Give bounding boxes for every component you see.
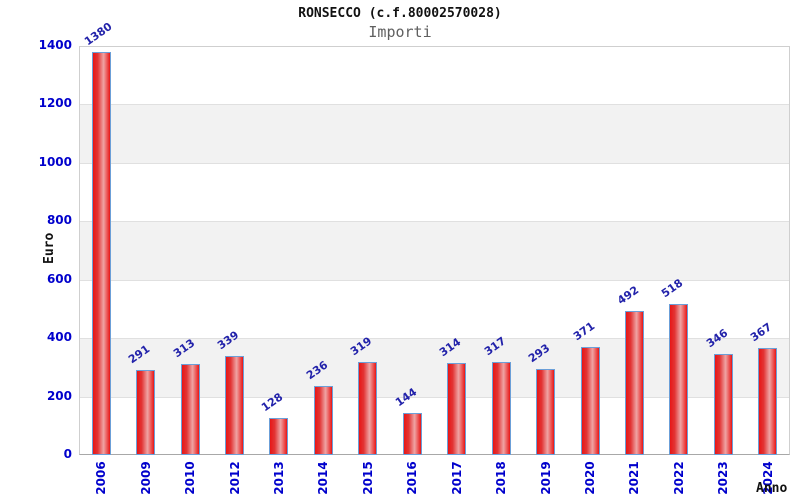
- chart-title: RONSECCO (c.f.80002570028): [298, 6, 502, 21]
- bar: [714, 354, 733, 455]
- y-tick-label: 1200: [38, 96, 72, 110]
- x-tick-label: 2021: [627, 461, 641, 495]
- y-tick-label: 800: [46, 213, 72, 227]
- x-tick-label: 2009: [139, 461, 153, 495]
- bar: [625, 311, 644, 455]
- x-tick-label: 2006: [94, 461, 108, 495]
- x-tick-label: 2019: [539, 461, 553, 495]
- bar: [492, 362, 511, 455]
- grid-band: [80, 221, 789, 280]
- x-tick-label: 2018: [494, 461, 508, 495]
- gridline: [80, 221, 789, 222]
- x-tick-label: 2014: [316, 461, 330, 495]
- bar: [581, 347, 600, 455]
- bar: [181, 364, 200, 455]
- bar: [758, 348, 777, 455]
- x-tick-label: 2010: [183, 461, 197, 495]
- x-tick-label: 2020: [583, 461, 597, 495]
- bar: [403, 413, 422, 455]
- x-tick-label: 2015: [361, 461, 375, 495]
- bar: [669, 304, 688, 455]
- y-tick-label: 1000: [38, 155, 72, 169]
- gridline: [80, 397, 789, 398]
- grid-band: [80, 104, 789, 163]
- chart-subtitle: Importi: [368, 23, 432, 41]
- bar: [358, 362, 377, 455]
- x-tick-label: 2013: [272, 461, 286, 495]
- y-tick-label: 1400: [38, 38, 72, 52]
- bar: [92, 52, 111, 455]
- gridline: [80, 338, 789, 339]
- y-tick-label: 0: [63, 447, 72, 461]
- x-tick-label: 2016: [405, 461, 419, 495]
- y-tick-label: 200: [46, 389, 72, 403]
- bar: [225, 356, 244, 455]
- bar: [447, 363, 466, 455]
- bar: [269, 418, 288, 455]
- gridline: [80, 104, 789, 105]
- x-axis-title: Anno: [756, 481, 788, 496]
- gridline: [80, 280, 789, 281]
- y-tick-label: 400: [46, 330, 72, 344]
- bar: [136, 370, 155, 455]
- x-tick-label: 2022: [672, 461, 686, 495]
- x-tick-label: 2017: [450, 461, 464, 495]
- gridline: [80, 163, 789, 164]
- y-tick-label: 600: [46, 272, 72, 286]
- x-tick-label: 2023: [716, 461, 730, 495]
- y-axis-title: Euro: [42, 232, 57, 264]
- bar: [314, 386, 333, 455]
- x-tick-label: 2012: [228, 461, 242, 495]
- bar: [536, 369, 555, 455]
